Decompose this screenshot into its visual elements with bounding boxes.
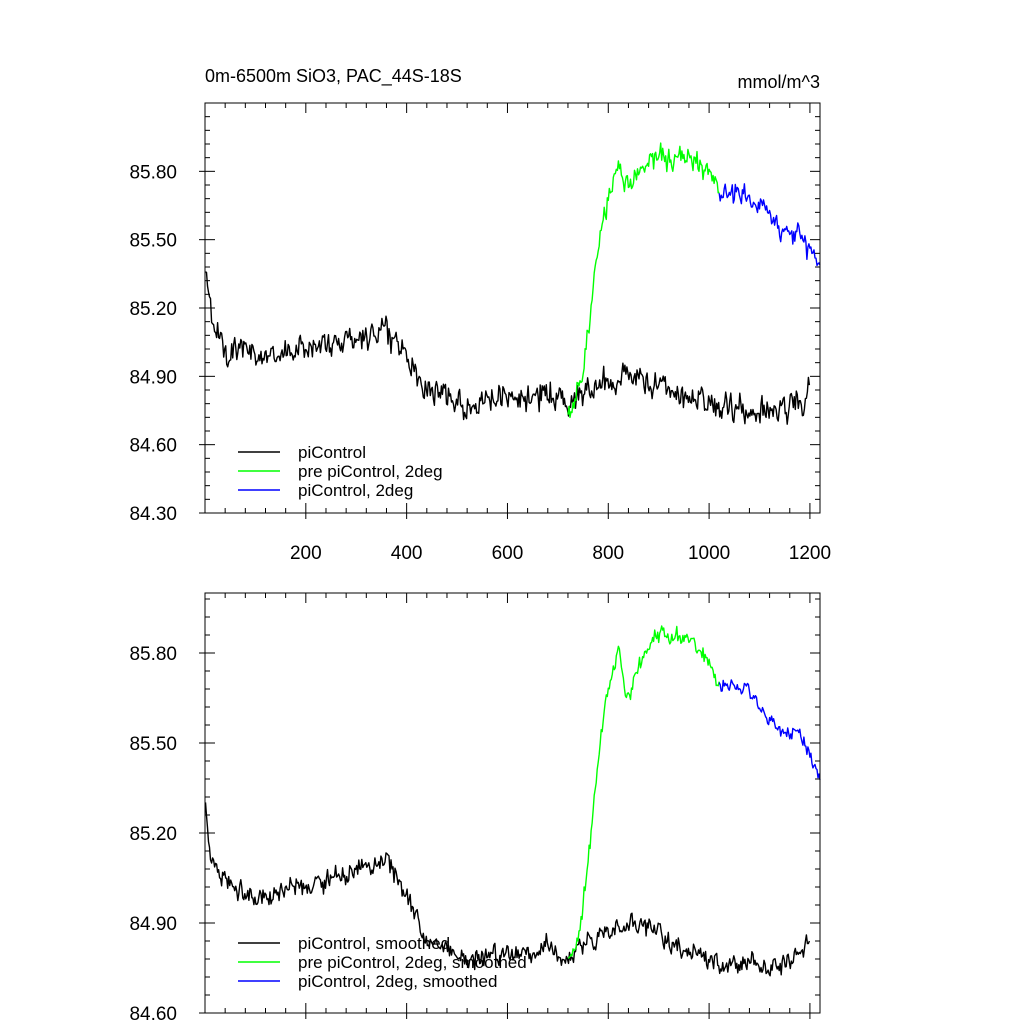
chart-title: 0m-6500m SiO3, PAC_44S-18S — [205, 66, 462, 87]
tick-layer: 84.60 84.90 85.20 85.50 85.80 — [129, 593, 820, 1024]
x-tick-label: 800 — [592, 543, 624, 564]
tick-layer: 200 400 600 800 1000 1200 84.30 84.60 84.90 85.20… — [129, 102, 831, 564]
series-layer — [204, 625, 821, 977]
series-line — [567, 625, 720, 960]
y-tick-label: 85.20 — [129, 824, 177, 845]
series-layer — [205, 142, 821, 425]
series-line — [204, 802, 811, 977]
top-panel: 0m-6500m SiO3, PAC_44S-18S mmol/m^3 200 4… — [129, 66, 831, 564]
series-line — [567, 142, 720, 419]
bottom-panel: 84.60 84.90 85.20 85.50 85.80 piControl, smo… — [129, 592, 821, 1024]
plot-frame — [204, 592, 821, 1014]
y-tick-label: 85.50 — [129, 231, 177, 252]
legend-label: piControl, 2deg — [298, 481, 413, 500]
y-tick-label: 85.80 — [129, 644, 177, 665]
series-line — [718, 679, 821, 781]
legend-label: pre piControl, 2deg — [298, 462, 443, 481]
series-line — [205, 271, 811, 425]
y-tick-label: 84.60 — [129, 1004, 177, 1024]
units-label: mmol/m^3 — [738, 72, 820, 92]
y-tick-label: 85.20 — [129, 299, 177, 320]
x-tick-label: 1000 — [688, 543, 730, 564]
x-tick-label: 400 — [391, 543, 423, 564]
y-tick-label: 85.80 — [129, 162, 177, 183]
legend-label: piControl, 2deg, smoothed — [298, 972, 497, 991]
y-tick-label: 85.50 — [129, 734, 177, 755]
y-tick-label: 84.90 — [129, 367, 177, 388]
x-tick-label: 600 — [492, 543, 524, 564]
x-tick-label: 200 — [290, 543, 322, 564]
x-tick-label: 1200 — [789, 543, 831, 564]
y-tick-label: 84.60 — [129, 436, 177, 457]
series-line — [718, 183, 821, 267]
legend-label: piControl — [298, 443, 366, 462]
legend-label: piControl, smoothed — [298, 934, 450, 953]
y-tick-label: 84.90 — [129, 914, 177, 935]
legend-label: pre piControl, 2deg, smoothed — [298, 953, 527, 972]
y-tick-label: 84.30 — [129, 504, 177, 525]
